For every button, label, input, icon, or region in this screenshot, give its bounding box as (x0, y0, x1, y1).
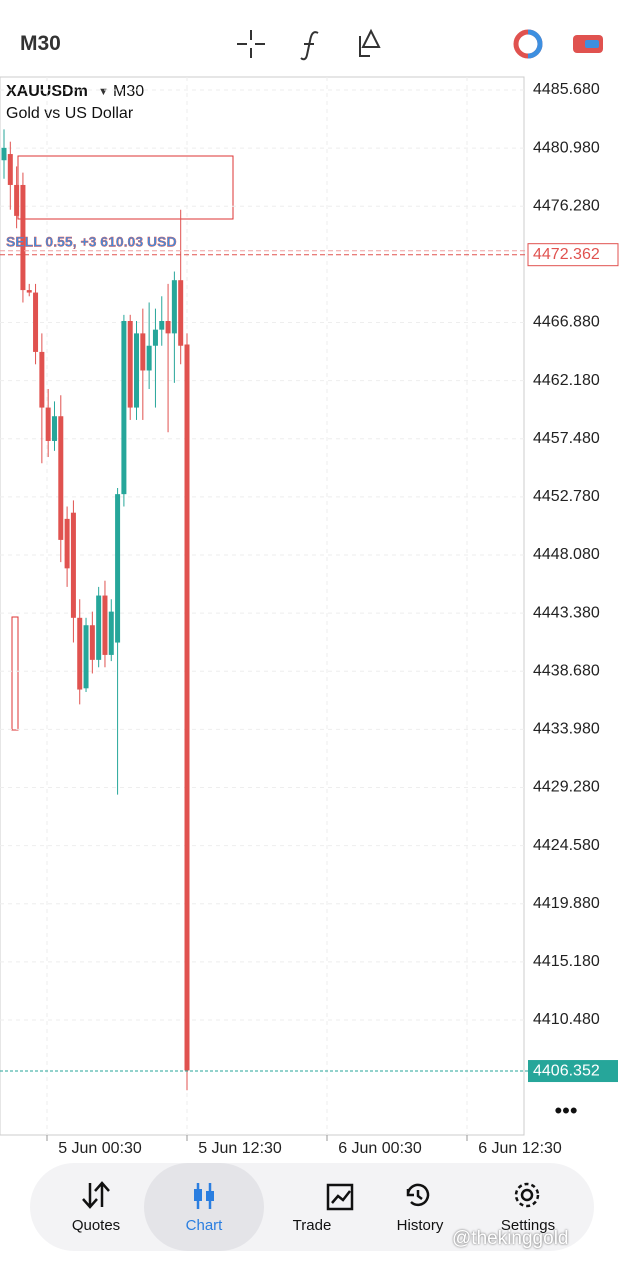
quotes-icon (82, 1181, 110, 1209)
nav-label: Settings (500, 1217, 556, 1234)
x-tick-label: 5 Jun 12:30 (198, 1140, 282, 1157)
candle-body (45, 407, 51, 441)
candle-body (121, 321, 127, 495)
y-tick-label: 4476.280 (533, 197, 600, 214)
trade-icon (326, 1183, 354, 1211)
trade-icon-part (585, 40, 599, 48)
x-tick-label: 5 Jun 00:30 (58, 1140, 142, 1157)
dropdown-arrow: ▼ (98, 86, 109, 98)
candle-body (184, 344, 190, 1071)
drawn-rectangle (17, 155, 234, 220)
nav-label: Chart (185, 1217, 223, 1234)
toolbar-icons (237, 28, 603, 61)
y-tick-label: 4415.180 (533, 953, 600, 970)
candle-body (127, 321, 133, 408)
candle-body (152, 329, 158, 346)
candle-body (83, 625, 89, 689)
description: Gold vs US Dollar (6, 105, 134, 122)
candle-body (134, 333, 140, 408)
y-tick-label: 4462.180 (533, 372, 600, 389)
bid-price: 4406.352 (533, 1062, 600, 1079)
position-label: SELL 0.55, +3 610.03 USD (6, 233, 177, 249)
bid-box (528, 1060, 618, 1083)
candle-body (178, 280, 184, 346)
candle-body (89, 625, 95, 660)
candle-body (58, 416, 64, 540)
candle-body (159, 321, 165, 330)
nav-bar: Quotes Chart Trade History Settings (30, 1163, 594, 1251)
nav-item[interactable]: Quotes (40, 1163, 152, 1251)
crosshair-icon[interactable] (237, 30, 265, 58)
objects-icon[interactable] (359, 28, 381, 57)
history-icon (406, 1183, 430, 1207)
y-tick-label: 4443.380 (533, 604, 600, 621)
candle-body (70, 512, 76, 618)
y-tick-label: 4485.680 (533, 81, 600, 98)
nav-icons (82, 1181, 540, 1211)
position-price: 4472.362 (533, 246, 600, 263)
chart[interactable]: XAUUSDm ▼ M30 Gold vs US Dollar ••• 4485… (0, 0, 624, 1160)
x-tick-label: 6 Jun 00:30 (338, 1140, 422, 1157)
position-price-box (527, 243, 619, 267)
account-icon-part (527, 29, 543, 59)
candle-body (39, 351, 45, 408)
indicator-icon[interactable] (300, 31, 319, 61)
nav-label: History (396, 1217, 444, 1234)
x-tick-label: 6 Jun 12:30 (478, 1140, 562, 1157)
y-tick-label: 4480.980 (533, 139, 600, 156)
candle-body (165, 321, 171, 334)
nav-label: Quotes (71, 1217, 121, 1234)
nav-label: Trade (292, 1217, 332, 1234)
candle-body (51, 416, 57, 441)
timeframe[interactable]: M30 (20, 32, 61, 55)
y-tick-label: 4448.080 (533, 546, 600, 563)
candle-body (33, 292, 39, 352)
settings-icon-outer (514, 1182, 540, 1208)
plot-frame (0, 76, 525, 1136)
candle-body (1, 147, 7, 161)
watermark: @thekinggold (452, 1228, 569, 1249)
y-tick-label: 4419.880 (533, 895, 600, 912)
candle-body (20, 184, 26, 291)
y-tick-label: 4429.280 (533, 779, 600, 796)
candle-body (96, 595, 102, 660)
candle-body (115, 494, 121, 643)
y-tick-label: 4410.480 (533, 1011, 600, 1028)
nav-highlight (144, 1163, 264, 1251)
candle-body (14, 184, 20, 216)
nav-item[interactable]: Chart (148, 1163, 260, 1251)
y-tick-label: 4424.580 (533, 837, 600, 854)
candle-body (77, 617, 83, 690)
candle-body (7, 154, 13, 185)
settings-icon (520, 1188, 534, 1202)
nav-item[interactable]: Settings (472, 1163, 584, 1251)
y-tick-label: 4438.680 (533, 662, 600, 679)
more-button[interactable]: ••• (554, 1098, 577, 1123)
drawn-rectangle (11, 616, 19, 731)
candle-body (102, 595, 108, 655)
chart-timeframe: M30 (113, 83, 144, 100)
candle-body (146, 345, 152, 371)
y-tick-label: 4452.780 (533, 488, 600, 505)
nav-item[interactable]: Trade (256, 1163, 368, 1251)
y-tick-label: 4466.880 (533, 314, 600, 331)
nav-item[interactable]: History (364, 1163, 476, 1251)
symbol: XAUUSDm (6, 83, 88, 100)
candle-body (26, 290, 32, 293)
candle-body (140, 333, 146, 371)
chart-icon-body (194, 1189, 202, 1201)
y-tick-label: 4433.980 (533, 721, 600, 738)
candle-body (108, 611, 114, 655)
chart-icon-body (206, 1191, 214, 1201)
y-tick-label: 4457.480 (533, 430, 600, 447)
candle-body (171, 280, 177, 334)
candle-body (64, 518, 70, 569)
